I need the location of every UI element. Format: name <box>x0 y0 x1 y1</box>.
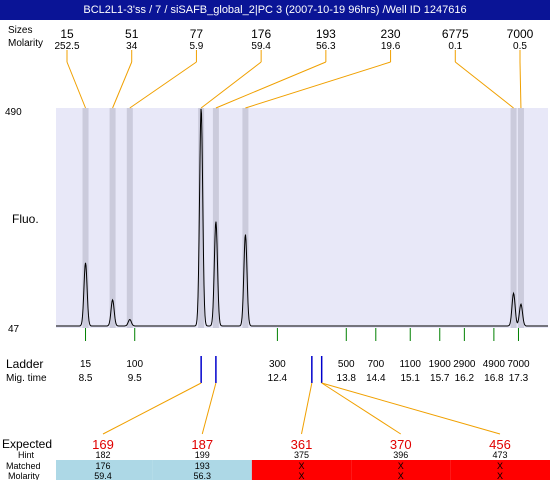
ladder-size-label: 15 <box>80 359 92 370</box>
peak-band <box>126 108 133 328</box>
ladder-time-label: 15.7 <box>430 373 450 384</box>
peak-size-label: 7000 <box>507 27 534 41</box>
peak-molarity-label: 56.3 <box>316 41 336 52</box>
ladder-time-label: 14.4 <box>366 373 386 384</box>
matched-label: Matched <box>6 461 41 471</box>
matched-value: X <box>398 461 404 471</box>
expected-size: 169 <box>92 437 114 452</box>
peak-band <box>82 108 89 328</box>
peak-size-label: 176 <box>251 27 271 41</box>
peak-leader <box>215 61 327 109</box>
molarity-bottom-label: Molarity <box>8 471 40 480</box>
matched-value: X <box>298 461 304 471</box>
peak-molarity-label: 5.9 <box>189 41 203 52</box>
ladder-size-label: 100 <box>126 359 143 370</box>
peak-size-label: 77 <box>190 27 204 41</box>
expected-label: Expected <box>2 437 52 451</box>
ladder-time-label: 13.8 <box>337 373 357 384</box>
peak-band <box>212 108 219 328</box>
plot-area <box>56 108 548 328</box>
ladder-label: Ladder <box>6 357 43 371</box>
matched-molarity: X <box>398 471 404 480</box>
peak-band <box>198 108 205 328</box>
missing-cell <box>351 460 451 480</box>
ladder-size-label: 700 <box>367 359 384 370</box>
peak-molarity-label: 34 <box>126 41 138 52</box>
matched-molarity: 56.3 <box>193 471 211 480</box>
peak-band <box>510 108 517 328</box>
ladder-size-label: 7000 <box>507 359 530 370</box>
peak-leader <box>454 61 514 109</box>
ladder-time-label: 12.4 <box>268 373 288 384</box>
peak-size-label: 193 <box>316 27 336 41</box>
matched-value: 176 <box>95 461 110 471</box>
matched-cell <box>56 460 153 480</box>
peak-size-label: 6775 <box>442 27 469 41</box>
ladder-size-label: 1900 <box>429 359 452 370</box>
peak-band <box>242 108 249 328</box>
y-axis-label: Fluo. <box>12 212 39 226</box>
peak-leader <box>66 61 86 109</box>
peak-leader <box>519 61 522 109</box>
ladder-size-label: 2900 <box>453 359 476 370</box>
expected-leader <box>321 382 501 435</box>
matched-molarity: 59.4 <box>94 471 112 480</box>
ladder-size-label: 4900 <box>483 359 506 370</box>
molarity-label: Molarity <box>8 38 43 49</box>
peak-molarity-label: 19.6 <box>381 41 401 52</box>
peak-molarity-label: 59.4 <box>251 41 271 52</box>
peak-band <box>517 108 524 328</box>
ladder-size-label: 1100 <box>399 359 421 370</box>
matched-molarity: X <box>298 471 304 480</box>
hint-value: 375 <box>294 450 309 460</box>
expected-size: 456 <box>489 437 511 452</box>
missing-cell <box>251 460 352 480</box>
ladder-time-label: 17.3 <box>509 373 529 384</box>
peak-size-label: 15 <box>60 27 74 41</box>
ladder-time-label: 16.8 <box>484 373 504 384</box>
expected-size: 370 <box>390 437 412 452</box>
expected-size: 361 <box>291 437 313 452</box>
peak-size-label: 230 <box>381 27 401 41</box>
fluorescence-trace <box>56 108 548 327</box>
hint-value: 473 <box>492 450 507 460</box>
peak-band <box>109 108 116 328</box>
y-tick-top: 490 <box>5 107 22 118</box>
hint-label: Hint <box>18 450 35 460</box>
y-tick-bottom: 47 <box>8 324 20 335</box>
peak-leader <box>200 61 262 109</box>
expected-leader <box>321 382 402 435</box>
expected-leader <box>301 382 313 435</box>
hint-value: 199 <box>195 450 210 460</box>
mig-time-label: Mig. time <box>6 373 47 384</box>
missing-cell <box>450 460 550 480</box>
hint-value: 396 <box>393 450 408 460</box>
ladder-size-label: 500 <box>338 359 355 370</box>
expected-leader <box>201 382 217 435</box>
ladder-time-label: 8.5 <box>79 373 93 384</box>
expected-leader <box>102 382 202 435</box>
ladder-time-label: 15.1 <box>401 373 421 384</box>
ladder-time-label: 9.5 <box>128 373 142 384</box>
hint-value: 182 <box>95 450 110 460</box>
matched-molarity: X <box>497 471 503 480</box>
peak-molarity-label: 0.5 <box>513 41 527 52</box>
ladder-size-label: 300 <box>269 359 286 370</box>
peak-molarity-label: 0.1 <box>448 41 462 52</box>
matched-value: X <box>497 461 503 471</box>
sizes-label: Sizes <box>8 25 32 36</box>
peak-size-label: 51 <box>125 27 139 41</box>
matched-value: 193 <box>195 461 210 471</box>
peak-leader <box>129 61 197 109</box>
window-title: BCL2L1-3'ss / 7 / siSAFB_global_2|PC 3 (… <box>0 0 550 20</box>
peak-leader <box>112 61 133 109</box>
peak-molarity-label: 252.5 <box>54 41 79 52</box>
matched-cell <box>152 460 252 480</box>
peak-leader <box>245 61 391 109</box>
expected-size: 187 <box>191 437 213 452</box>
ladder-time-label: 16.2 <box>455 373 475 384</box>
